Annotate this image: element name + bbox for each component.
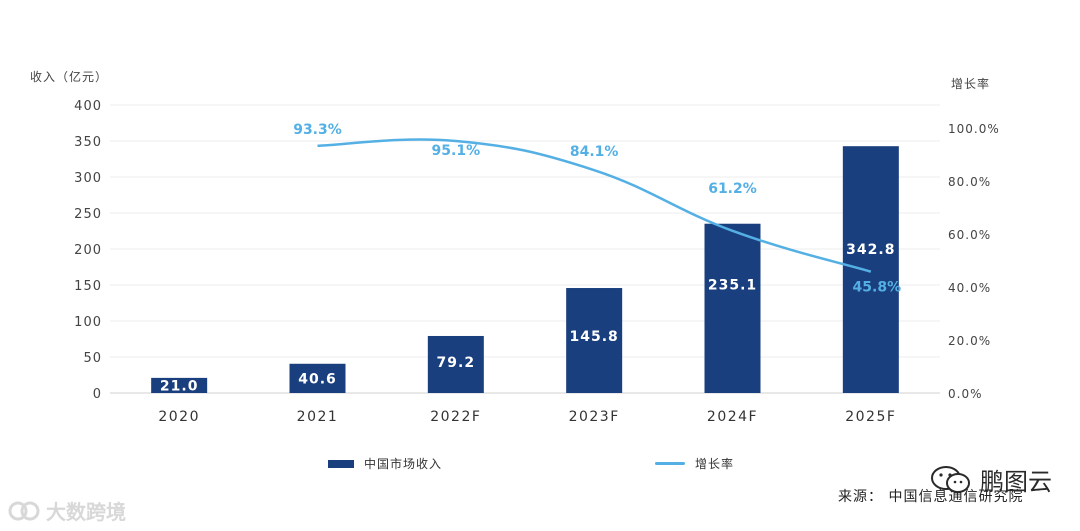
data-labels: 21.0 40.6 79.2 145.8 235.1 342.8 93.3% 95.1% 84.… bbox=[160, 122, 901, 395]
x-tick-label: 2020 bbox=[158, 409, 200, 425]
y-left-tick-label: 250 bbox=[74, 207, 102, 222]
bar bbox=[289, 363, 346, 393]
legend-label-growth: 增长率 bbox=[695, 457, 735, 471]
watermark-right-text: 鹏图云 bbox=[980, 468, 1052, 496]
x-tick-label: 2023F bbox=[569, 409, 620, 425]
bar-value-label: 21.0 bbox=[160, 378, 199, 394]
x-tick-label: 2022F bbox=[430, 409, 481, 425]
bar bbox=[427, 335, 484, 393]
bar bbox=[704, 223, 761, 393]
growth-value-label: 84.1% bbox=[570, 144, 619, 160]
y-right-tick-label: 60.0% bbox=[948, 228, 991, 242]
watermark-left-text: 大数跨境 bbox=[46, 500, 126, 524]
legend-label-revenue: 中国市场收入 bbox=[364, 457, 443, 471]
y-axis-right-title: 增长率 bbox=[951, 77, 991, 91]
wechat-icon bbox=[931, 465, 970, 493]
y-left-tick-label: 400 bbox=[74, 99, 102, 114]
bar-value-label: 342.8 bbox=[846, 242, 895, 258]
growth-value-label: 45.8% bbox=[853, 280, 902, 296]
growth-value-label: 61.2% bbox=[708, 181, 757, 197]
y-left-tick-label: 0 bbox=[93, 387, 102, 402]
watermark-logo-icon bbox=[8, 501, 40, 520]
y-right-tick-label: 40.0% bbox=[948, 281, 991, 295]
y-left-tick-label: 150 bbox=[74, 279, 102, 294]
watermark-left: 大数跨境 bbox=[8, 496, 126, 525]
bar-value-label: 145.8 bbox=[570, 329, 619, 345]
legend-line-swatch bbox=[655, 462, 685, 465]
bar bbox=[842, 146, 899, 393]
growth-value-label: 93.3% bbox=[293, 122, 342, 138]
growth-line-path bbox=[317, 138, 872, 273]
legend-bar-swatch bbox=[328, 459, 354, 468]
watermark-right: 鹏图云 bbox=[930, 462, 1052, 497]
bar bbox=[151, 377, 208, 393]
bar-value-label: 235.1 bbox=[708, 278, 757, 294]
y-left-tick-label: 300 bbox=[74, 171, 102, 186]
y-right-tick-label: 80.0% bbox=[948, 175, 991, 189]
y-right-tick-label: 0.0% bbox=[948, 387, 983, 401]
x-tick-label: 2024F bbox=[707, 409, 758, 425]
legend-item-growth: 增长率 bbox=[655, 455, 734, 472]
y-right-tick-label: 100.0% bbox=[948, 122, 1000, 136]
x-tick-label: 2025F bbox=[845, 409, 896, 425]
bar-value-label: 40.6 bbox=[298, 371, 337, 387]
bar-value-label: 79.2 bbox=[437, 355, 476, 371]
growth-value-label: 95.1% bbox=[432, 143, 481, 159]
bars bbox=[151, 146, 899, 393]
x-tick-label: 2021 bbox=[297, 409, 339, 425]
y-left-tick-label: 350 bbox=[74, 135, 102, 150]
axis-ticks: 0 50 100 150 200 250 300 350 400 0.0% 20.0% 40.0% 60… bbox=[74, 99, 1000, 425]
legend-item-revenue: 中国市场收入 bbox=[328, 455, 442, 472]
y-right-tick-label: 20.0% bbox=[948, 334, 991, 348]
bar bbox=[566, 288, 623, 393]
source-note: 来源： 中国信息通信研究院 bbox=[838, 489, 1024, 505]
y-axis-left-title: 收入（亿元） bbox=[30, 70, 109, 84]
gridlines bbox=[110, 104, 940, 394]
y-left-tick-label: 100 bbox=[74, 315, 102, 330]
y-left-tick-label: 50 bbox=[83, 351, 102, 366]
growth-line bbox=[317, 138, 872, 273]
y-left-tick-label: 200 bbox=[74, 243, 102, 258]
